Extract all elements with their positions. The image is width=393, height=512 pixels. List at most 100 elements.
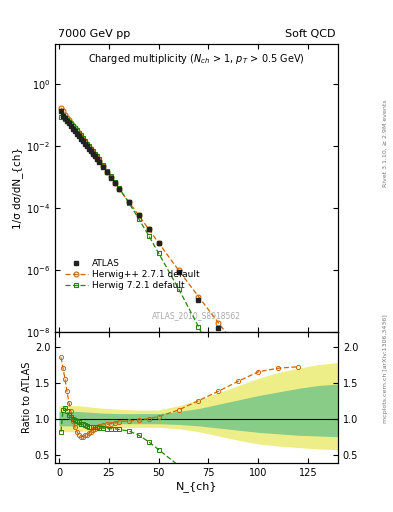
Herwig++ 2.7.1 default: [156, 240, 161, 246]
Herwig++ 2.7.1 default: [66, 117, 71, 123]
Herwig 7.2.1 default: [88, 146, 93, 152]
X-axis label: N_{ch}: N_{ch}: [176, 481, 217, 492]
Herwig 7.2.1 default: [86, 143, 91, 150]
ATLAS: [62, 115, 67, 121]
ATLAS: [296, 436, 301, 442]
ATLAS: [90, 151, 95, 157]
Herwig 7.2.1 default: [97, 156, 101, 162]
ATLAS: [81, 138, 85, 144]
Herwig++ 2.7.1 default: [97, 157, 101, 163]
ATLAS: [73, 128, 77, 134]
ATLAS: [77, 133, 81, 139]
Herwig++ 2.7.1 default: [83, 139, 87, 145]
ATLAS: [79, 136, 83, 142]
Herwig 7.2.1 default: [71, 122, 75, 129]
ATLAS: [105, 169, 109, 175]
ATLAS: [216, 325, 221, 331]
Herwig 7.2.1 default: [146, 232, 151, 239]
Herwig++ 2.7.1 default: [90, 150, 95, 156]
Herwig++ 2.7.1 default: [62, 112, 67, 118]
Line: Herwig++ 2.7.1 default: Herwig++ 2.7.1 default: [59, 105, 301, 429]
ATLAS: [156, 240, 161, 246]
Text: 7000 GeV pp: 7000 GeV pp: [58, 29, 130, 39]
Text: Soft QCD: Soft QCD: [285, 29, 335, 39]
ATLAS: [92, 154, 97, 160]
ATLAS: [196, 297, 201, 303]
Herwig++ 2.7.1 default: [108, 174, 113, 180]
Herwig 7.2.1 default: [92, 151, 97, 157]
ATLAS: [71, 125, 75, 132]
Herwig++ 2.7.1 default: [112, 180, 117, 186]
Herwig 7.2.1 default: [90, 148, 95, 155]
Herwig++ 2.7.1 default: [92, 152, 97, 158]
Herwig++ 2.7.1 default: [276, 397, 281, 403]
Herwig 7.2.1 default: [66, 119, 71, 125]
Y-axis label: 1/σ dσ/dN_{ch}: 1/σ dσ/dN_{ch}: [12, 147, 23, 229]
Herwig 7.2.1 default: [81, 135, 85, 141]
Herwig 7.2.1 default: [77, 130, 81, 136]
Herwig++ 2.7.1 default: [71, 122, 75, 129]
Herwig++ 2.7.1 default: [94, 155, 99, 161]
Herwig 7.2.1 default: [236, 403, 241, 410]
ATLAS: [59, 109, 63, 115]
Herwig++ 2.7.1 default: [105, 168, 109, 175]
Herwig 7.2.1 default: [156, 250, 161, 257]
Herwig++ 2.7.1 default: [146, 226, 151, 232]
Herwig++ 2.7.1 default: [136, 212, 141, 219]
Herwig 7.2.1 default: [94, 154, 99, 160]
Herwig 7.2.1 default: [84, 140, 89, 146]
Herwig++ 2.7.1 default: [75, 128, 79, 134]
ATLAS: [83, 140, 87, 146]
ATLAS: [94, 156, 99, 162]
Herwig 7.2.1 default: [62, 116, 67, 122]
Herwig++ 2.7.1 default: [236, 345, 241, 351]
Herwig++ 2.7.1 default: [176, 267, 181, 273]
Herwig++ 2.7.1 default: [127, 199, 131, 205]
Herwig++ 2.7.1 default: [81, 137, 85, 143]
ATLAS: [88, 148, 93, 155]
Herwig++ 2.7.1 default: [116, 186, 121, 192]
Text: Charged multiplicity ($N_{ch}$ > 1, $p_T$ > 0.5 GeV): Charged multiplicity ($N_{ch}$ > 1, $p_T…: [88, 52, 305, 66]
ATLAS: [61, 113, 65, 119]
Herwig++ 2.7.1 default: [84, 142, 89, 148]
Herwig 7.2.1 default: [108, 173, 113, 179]
Herwig 7.2.1 default: [69, 121, 73, 127]
Legend: ATLAS, Herwig++ 2.7.1 default, Herwig 7.2.1 default: ATLAS, Herwig++ 2.7.1 default, Herwig 7.…: [62, 256, 202, 293]
Herwig 7.2.1 default: [276, 487, 281, 494]
ATLAS: [84, 143, 89, 150]
ATLAS: [86, 146, 91, 152]
Line: ATLAS: ATLAS: [59, 109, 301, 441]
Herwig++ 2.7.1 default: [61, 109, 65, 115]
ATLAS: [69, 123, 73, 129]
ATLAS: [112, 180, 117, 186]
Herwig++ 2.7.1 default: [77, 131, 81, 137]
Herwig 7.2.1 default: [105, 167, 109, 174]
Herwig 7.2.1 default: [59, 114, 63, 120]
ATLAS: [136, 212, 141, 219]
ATLAS: [176, 268, 181, 274]
Line: Herwig 7.2.1 default: Herwig 7.2.1 default: [59, 114, 301, 512]
Herwig 7.2.1 default: [116, 185, 121, 191]
Herwig 7.2.1 default: [83, 138, 87, 144]
ATLAS: [236, 352, 241, 358]
Text: Rivet 3.1.10, ≥ 2.9M events: Rivet 3.1.10, ≥ 2.9M events: [383, 99, 388, 187]
Text: ATLAS_2010_S8918562: ATLAS_2010_S8918562: [152, 312, 241, 321]
ATLAS: [116, 186, 121, 192]
Herwig++ 2.7.1 default: [196, 293, 201, 300]
ATLAS: [276, 408, 281, 414]
ATLAS: [97, 159, 101, 165]
Herwig++ 2.7.1 default: [86, 144, 91, 151]
Herwig++ 2.7.1 default: [256, 371, 261, 377]
Herwig 7.2.1 default: [176, 286, 181, 292]
Herwig++ 2.7.1 default: [73, 125, 77, 132]
Text: mcplots.cern.ch [arXiv:1306.3436]: mcplots.cern.ch [arXiv:1306.3436]: [383, 314, 388, 423]
Herwig++ 2.7.1 default: [79, 134, 83, 140]
Herwig++ 2.7.1 default: [101, 163, 105, 169]
Herwig 7.2.1 default: [73, 125, 77, 131]
Herwig 7.2.1 default: [127, 200, 131, 206]
Herwig 7.2.1 default: [196, 324, 201, 330]
Herwig 7.2.1 default: [64, 117, 69, 123]
Herwig 7.2.1 default: [75, 127, 79, 133]
Herwig++ 2.7.1 default: [296, 423, 301, 429]
Herwig++ 2.7.1 default: [59, 105, 63, 111]
